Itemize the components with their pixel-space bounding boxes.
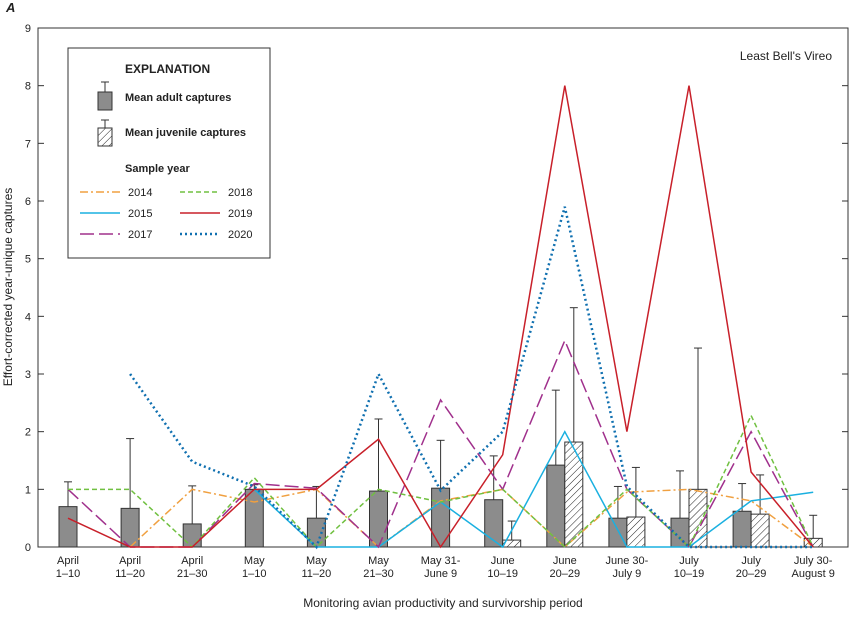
x-tick-label: 21–30 [363,568,394,580]
bar [244,488,264,548]
x-tick-label: April [181,555,203,567]
panel-label: A [5,0,15,15]
x-tick-label: 1–10 [242,568,266,580]
x-tick-label: 11–20 [115,568,145,580]
bar [484,499,504,548]
y-tick-label: 2 [25,427,31,439]
legend-label: 2018 [228,187,252,199]
bar [58,506,78,548]
x-tick-label: July [679,555,699,567]
bar [688,488,708,548]
bar [182,523,202,548]
y-axis-label: Effort-corrected year-unique captures [1,188,15,387]
y-tick-label: 4 [25,311,31,323]
legend-adult-icon [97,81,113,111]
x-tick-label: June [491,555,515,567]
x-tick-label: May [244,555,265,567]
x-tick-label: 21–30 [177,568,208,580]
legend [67,47,271,259]
legend-label: 2014 [128,187,152,199]
x-tick-label: 20–29 [736,568,767,580]
y-tick-label: 5 [25,254,31,266]
y-tick-label: 7 [25,138,31,150]
x-tick-label: 10–19 [674,568,705,580]
annotation: Least Bell's Vireo [740,49,832,63]
legend-label: 2020 [228,229,252,241]
legend-title: EXPLANATION [125,62,210,76]
bar [369,490,388,548]
y-tick-label: 3 [25,369,31,381]
x-tick-label: July [741,555,761,567]
x-tick-label: May [306,555,327,567]
x-tick-label: June 9 [424,568,457,580]
legend-label: 2015 [128,208,152,220]
line [253,430,814,549]
x-tick-label: April [57,555,79,567]
legend-label: Mean adult captures [125,92,231,104]
x-axis-label: Monitoring avian productivity and surviv… [303,596,582,610]
x-tick-label: June [553,555,577,567]
y-tick-label: 6 [25,196,31,208]
bar [502,539,522,548]
legend-subtitle: Sample year [125,163,191,175]
bar [732,510,752,548]
x-tick-label: August 9 [791,568,834,580]
y-tick-label: 9 [25,23,31,35]
bar [750,513,770,548]
x-tick-label: May 31- [421,555,461,567]
legend-label: 2019 [228,208,252,220]
legend-label: Mean juvenile captures [125,127,246,139]
y-tick-label: 1 [25,484,31,496]
y-tick-label: 8 [25,81,31,93]
x-tick-label: July 30- [794,555,833,567]
x-tick-label: 11–20 [302,568,332,580]
legend-juvenile-icon [97,119,113,147]
bar [626,516,646,548]
x-tick-label: May [368,555,389,567]
x-tick-label: June 30- [605,555,648,567]
x-tick-label: July 9 [613,568,642,580]
x-tick-label: 1–10 [56,568,80,580]
line [67,85,814,549]
y-tick-label: 0 [25,542,31,554]
bar [564,441,584,548]
line [129,488,814,549]
x-tick-label: April [119,555,141,567]
bar [546,464,566,548]
x-tick-label: 20–29 [550,568,581,580]
legend-label: 2017 [128,229,152,241]
x-tick-label: 10–19 [487,568,518,580]
